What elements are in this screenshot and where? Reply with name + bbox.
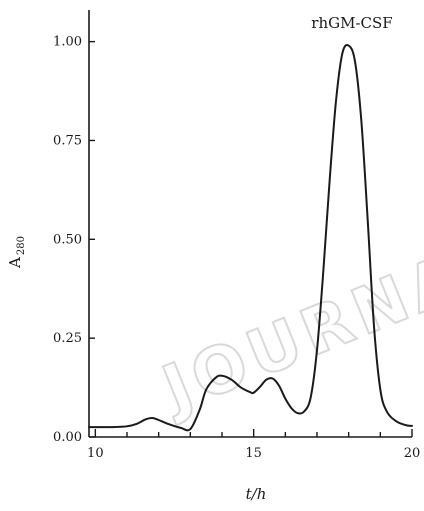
y-axis-title: A 280 bbox=[6, 236, 27, 269]
axes bbox=[88, 10, 412, 438]
y-axis-title-subscript: 280 bbox=[16, 236, 27, 255]
y-tick-label: 1.00 bbox=[53, 35, 82, 50]
journal-watermark: JOURNAL bbox=[149, 220, 424, 429]
watermark-text: JOURNAL bbox=[150, 221, 424, 428]
y-tick-label: 0.25 bbox=[53, 331, 82, 346]
x-ticks: 10 15 20 bbox=[87, 429, 420, 461]
y-tick-label: 0.50 bbox=[53, 232, 82, 247]
absorbance-curve bbox=[88, 43, 413, 432]
y-ticks: 0.00 0.25 0.50 0.75 1.00 bbox=[53, 35, 95, 445]
x-tick-label: 20 bbox=[404, 446, 421, 461]
y-tick-label: 0.00 bbox=[53, 430, 82, 445]
x-tick-label: 15 bbox=[245, 446, 262, 461]
series-label: rhGM-CSF bbox=[311, 14, 392, 32]
x-tick-label: 10 bbox=[87, 446, 104, 461]
x-axis-title: t/h bbox=[246, 485, 267, 503]
y-tick-label: 0.75 bbox=[53, 133, 82, 148]
y-axis-title-main: A bbox=[6, 257, 24, 269]
